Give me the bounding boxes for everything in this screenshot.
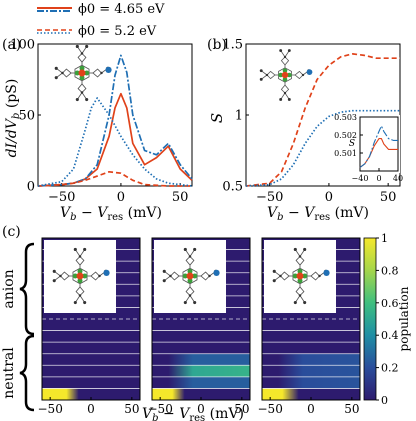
- panel-b-series-dotted-blue: [245, 109, 400, 187]
- colorbar-tick-label: 0.6: [381, 297, 399, 310]
- heatmap-row-13: [262, 388, 360, 400]
- panel-a-xtick-label: −50: [48, 190, 75, 205]
- panel-label-a: (a): [2, 37, 21, 53]
- panel-b-xtick-label: −50: [256, 190, 283, 205]
- heatmap-xtick-label: −50: [38, 402, 63, 416]
- inset-background: [344, 115, 400, 173]
- panel-label-c: (c): [2, 224, 21, 240]
- panel-b-xtick-label: 0: [325, 190, 333, 205]
- panel-b-inset-xtick-label: −40: [352, 174, 369, 183]
- colorbar-gradient: [363, 237, 377, 401]
- heatmap-row-11: [262, 365, 360, 377]
- panel-a-ytick-label: 50: [18, 109, 35, 124]
- panel-b-inset-xtick-label: 0: [376, 174, 381, 183]
- molecule-image-a: [54, 44, 113, 102]
- legend-label-1: ϕ0 = 4.65 eV: [78, 2, 165, 17]
- anion-label: anion: [1, 269, 17, 308]
- colorbar-tick-label: 1: [381, 232, 388, 245]
- panel-a-xlabel: Vb − Vres (mV): [60, 205, 162, 223]
- panel-b-ytick-label: 1: [235, 109, 243, 124]
- colorbar-tick-label: 0: [381, 394, 388, 407]
- panel-a-ylabel: dI/dVb (pS): [4, 79, 22, 158]
- colorbar-label: population: [397, 286, 411, 351]
- neutral-label: neutral: [1, 347, 17, 399]
- svg-text:Vb − Vres (mV): Vb − Vres (mV): [267, 205, 369, 223]
- heatmap-xtick-label: 50: [124, 402, 139, 416]
- molecule-image-b: [259, 48, 313, 102]
- panel-a-ytick-label: 0: [27, 180, 35, 195]
- heatmap-row-13: [42, 388, 140, 400]
- heatmap-row-11: [152, 365, 250, 377]
- heatmap-row-10: [262, 353, 360, 366]
- panel-c-xlabel: Vb − Vres (mV): [142, 406, 244, 421]
- panel-a-series-dotted-blue: [37, 97, 193, 187]
- panel-label-b: (b): [207, 37, 227, 53]
- heatmap-xtick-label: −50: [148, 402, 173, 416]
- heatmap-row-12: [262, 376, 360, 389]
- heatmap-2: −50 0 50: [148, 237, 251, 416]
- panel-a-xtick-label: 0: [117, 190, 125, 205]
- heatmap-xtick-label: 50: [344, 402, 359, 416]
- panel-a-chart: dI/dVb (pS) Vb − Vres (mV) −50 0 50 0 50 100: [4, 38, 193, 223]
- inset-ylabel: S: [349, 139, 355, 149]
- colorbar-tick-label: 0.8: [381, 264, 399, 277]
- heatmap-xtick-label: 50: [234, 402, 249, 416]
- heatmap-xtick-label: 0: [87, 402, 95, 416]
- heatmap-row-12: [152, 376, 250, 389]
- colorbar-tick-label: 0.4: [381, 329, 399, 342]
- panel-b-ytick-label: 1.5: [222, 38, 243, 53]
- panel-b-xtick-label: 50: [380, 190, 397, 205]
- panel-b-xlabel: Vb − Vres (mV): [267, 205, 369, 223]
- panel-a-ytick-label: 100: [10, 38, 35, 53]
- legend: ϕ0 = 4.65 eV ϕ0 = 5.2 eV: [37, 2, 165, 39]
- panel-a-frame: [37, 43, 193, 187]
- heatmap-row-13: [152, 388, 250, 400]
- heatmap-xtick-label: −50: [258, 402, 283, 416]
- panel-b-inset-ytick-label: 0.501: [334, 149, 357, 158]
- colorbar: population: [363, 237, 411, 401]
- heatmap-xtick-label: 0: [307, 402, 315, 416]
- colorbar-tick-label: 0.2: [381, 362, 399, 375]
- panel-b-ytick-label: 0.5: [222, 180, 243, 195]
- panel-b-ylabel: S: [208, 113, 226, 123]
- panel-a-xtick-label: 50: [172, 190, 189, 205]
- svg-text:Vb − Vres (mV): Vb − Vres (mV): [142, 406, 244, 421]
- panel-b-inset-ytick-label: 0.502: [334, 131, 357, 140]
- legend-label-2: ϕ0 = 5.2 eV: [78, 24, 157, 39]
- panel-a-series-dashed-red: [37, 170, 192, 187]
- heatmap-3: −50 0 50: [258, 237, 361, 416]
- svg-text:Vb − Vres (mV): Vb − Vres (mV): [60, 205, 162, 223]
- panel-c-heatmaps: anion neutral Vb − Vres (mV) population …: [1, 232, 411, 421]
- panel-a-series-solid-red: [37, 92, 193, 187]
- panel-b-series-dashed-red: [245, 53, 400, 187]
- anion-brace: anion: [1, 242, 35, 336]
- panel-b-inset-ytick-label: 0.503: [334, 113, 357, 122]
- heatmap-row-10: [152, 353, 250, 366]
- panel-b-inset-series-dashdot-blue: [359, 125, 398, 168]
- heatmap-1: −50 0 50: [38, 237, 141, 416]
- neutral-brace: neutral: [1, 334, 35, 412]
- heatmap-xtick-label: 0: [197, 402, 205, 416]
- panel-a-series-dashdot-blue: [37, 54, 193, 187]
- panel-b-chart: S Vb − Vres (mV) −50 0 50 0.5 1 1.5 −40 0 40 0.50…: [208, 38, 403, 223]
- panel-b-inset-xtick-label: 40: [393, 174, 403, 183]
